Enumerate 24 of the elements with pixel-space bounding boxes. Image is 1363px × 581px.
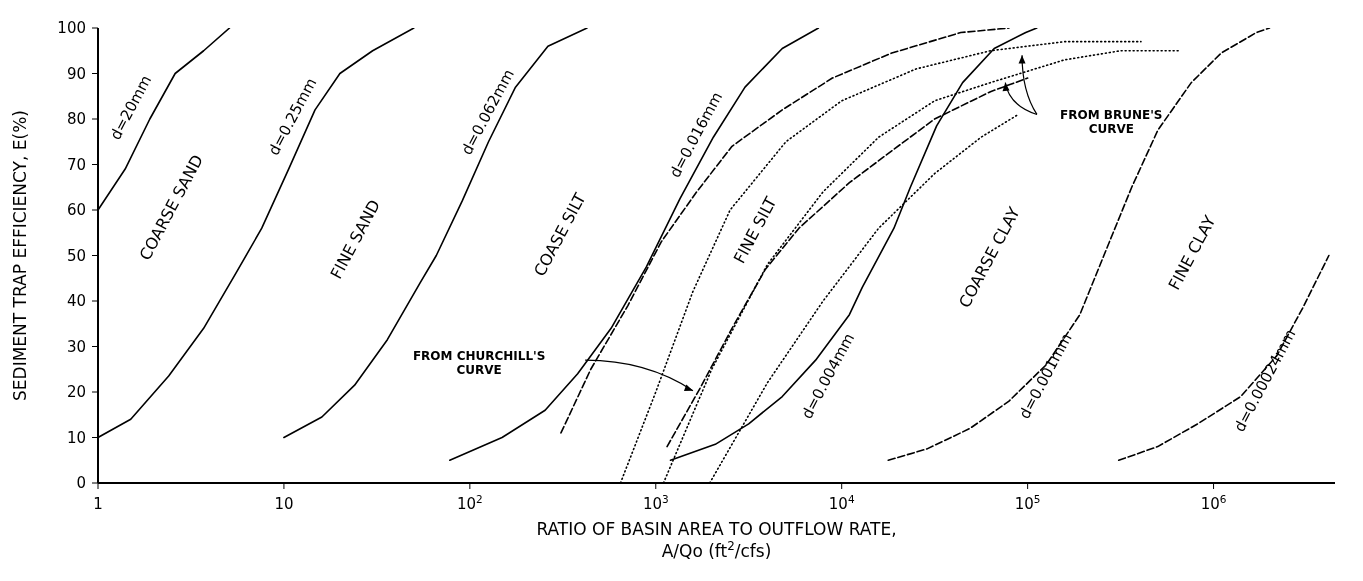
x-tick-label: 10$^{4}$ <box>828 493 855 513</box>
y-tick-label: 30 <box>66 337 86 356</box>
x-tick-label: 1 <box>93 495 103 513</box>
annotation: FROM CHURCHILL'S CURVE <box>412 349 546 378</box>
y-tick-label: 70 <box>66 155 86 174</box>
y-axis-title: SEDIMENT TRAP EFFICIENCY, E(%) <box>10 110 30 401</box>
x-tick-label: 10$^{2}$ <box>456 493 483 513</box>
annotation: FROM BRUNE'S CURVE <box>1060 108 1163 136</box>
y-tick-label: 40 <box>66 292 86 310</box>
x-tick-label: 10$^{6}$ <box>1200 493 1227 513</box>
y-tick-label: 20 <box>66 383 86 401</box>
y-tick-label: 0 <box>76 474 86 492</box>
x-axis-title: RATIO OF BASIN AREA TO OUTFLOW RATE, A/Qo (ft$^{2}$/cfs) <box>536 519 897 561</box>
y-tick-label: 80 <box>66 110 86 128</box>
x-tick-label: 10$^{3}$ <box>642 493 669 513</box>
y-tick-label: 50 <box>66 246 86 265</box>
y-tick-label: 100 <box>57 19 86 37</box>
y-tick-label: 90 <box>66 64 86 83</box>
annotation: FINE CLAY <box>1164 212 1220 294</box>
annotation: FINE SILT <box>729 193 781 267</box>
y-tick-label: 10 <box>66 428 86 447</box>
x-tick-label: 10 <box>274 495 294 513</box>
y-tick-label: 60 <box>66 201 86 219</box>
x-tick-label: 10$^{5}$ <box>1014 493 1041 513</box>
